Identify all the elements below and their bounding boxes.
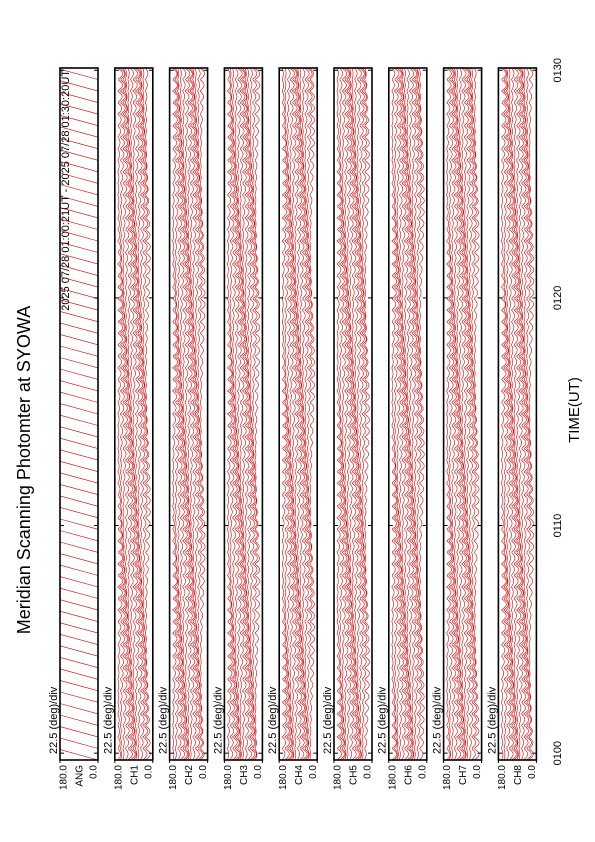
scan-trace [500,67,535,761]
channel-label: CH8 [513,765,524,785]
scan-trace [446,67,480,761]
scale-label: 22.5 (deg)/div [103,686,115,754]
scale-label: 22.5 (deg)/div [322,686,334,754]
scale-label: 22.5 (deg)/div [48,686,60,754]
channel-label: CH5 [349,765,360,785]
channel-label: ANG [75,765,86,787]
y-tick-label: 180.0 [387,765,398,790]
scale-label: 22.5 (deg)/div [212,686,224,754]
panel-frame [333,67,373,761]
scan-trace [172,67,206,761]
scan-trace [226,67,261,761]
x-tick-label: 0120 [552,286,564,310]
y-tick-label: 0.0 [472,765,483,779]
scan-trace [391,67,425,761]
y-tick-label: 180.0 [442,765,453,790]
x-tick-label: 0100 [552,741,564,765]
chart-title: Meridian Scanning Photomter at SYOWA [14,306,34,634]
scan-trace [59,68,99,761]
y-tick-label: 0.0 [89,765,100,779]
scale-label: 22.5 (deg)/div [377,686,389,754]
channel-label: CH3 [239,765,250,785]
y-tick-label: 180.0 [497,765,508,790]
channel-label: CH1 [129,765,140,785]
scale-label: 22.5 (deg)/div [158,686,170,754]
scale-label: 22.5 (deg)/div [486,686,498,754]
channel-label: CH4 [294,765,305,785]
y-tick-label: 0.0 [417,765,428,779]
channel-label: CH2 [184,765,195,785]
y-tick-label: 0.0 [143,765,154,779]
panel-frame [387,67,428,761]
y-tick-label: 180.0 [278,765,289,790]
x-tick-label: 0110 [552,514,564,538]
channel-label: CH7 [458,765,469,785]
y-tick-label: 0.0 [253,765,264,779]
panel-frame [114,67,154,761]
y-tick-label: 0.0 [308,765,319,779]
y-tick-label: 0.0 [363,765,374,779]
y-tick-label: 0.0 [198,765,209,779]
panel-frame [497,67,538,761]
scan-trace [336,67,370,761]
x-axis-label: TIME(UT) [566,377,583,443]
panel-frame [278,67,319,761]
chart-subtitle: 2025 07/28 01:00:21UT - 2025 07/28 01:30… [60,70,72,311]
scan-trace [117,67,151,761]
scan-trace [281,67,316,761]
panel-frame [442,67,483,761]
x-tick-label: 0130 [552,58,564,82]
y-tick-label: 180.0 [223,765,234,790]
y-tick-label: 180.0 [168,765,179,790]
y-tick-label: 0.0 [527,765,538,779]
panel-frame [223,67,264,761]
panel-frame [168,67,209,761]
y-tick-label: 180.0 [113,765,124,790]
y-tick-label: 180.0 [333,765,344,790]
channel-label: CH6 [403,765,414,785]
plot-area: Meridian Scanning Photomter at SYOWA 202… [14,58,583,790]
panel-frame [59,67,99,761]
y-tick-label: 180.0 [59,765,70,790]
scale-label: 22.5 (deg)/div [267,686,279,754]
scale-label: 22.5 (deg)/div [432,686,444,754]
